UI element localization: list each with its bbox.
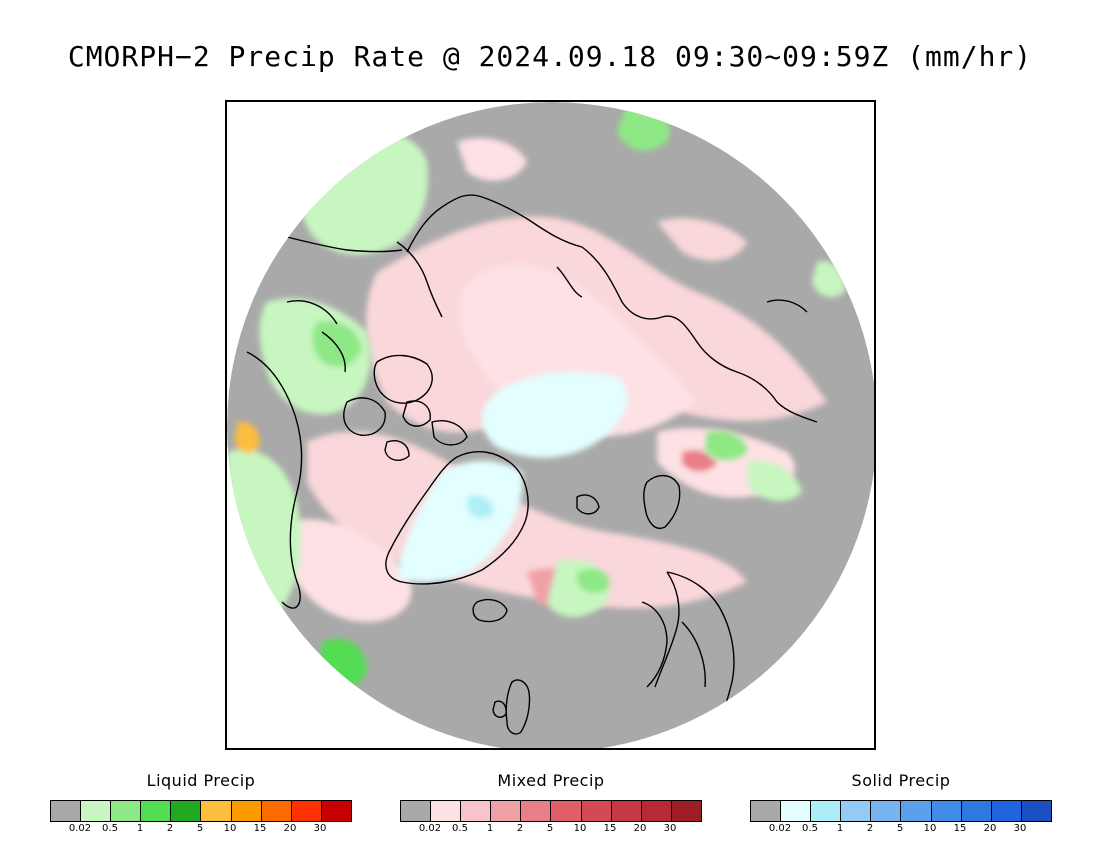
mixed-swatch-2 bbox=[461, 801, 492, 821]
legend-solid-colorbar bbox=[750, 800, 1052, 822]
liquid-tick-label: 1 bbox=[136, 823, 144, 834]
liquid-tick-label: 20 bbox=[283, 823, 297, 834]
liquid-tick-label: 5 bbox=[196, 823, 204, 834]
liquid-swatch-4 bbox=[171, 801, 202, 821]
mixed-tick-label: 1 bbox=[486, 823, 494, 834]
legend-solid-ticks: 0.02 0.5 1 2 5 10 15 20 30 bbox=[750, 822, 1050, 836]
iceland-outline bbox=[472, 598, 508, 623]
solid-tick-label: 2 bbox=[866, 823, 874, 834]
mixed-swatch-0 bbox=[401, 801, 432, 821]
liquid-swatch-0 bbox=[51, 801, 82, 821]
polar-precip-map bbox=[227, 102, 874, 748]
liquid-swatch-6 bbox=[231, 801, 262, 821]
solid-tick-label: 15 bbox=[953, 823, 967, 834]
liquid-tick-label: 0.02 bbox=[68, 823, 92, 834]
map-title: CMORPH−2 Precip Rate @ 2024.09.18 09:30~… bbox=[67, 40, 1033, 73]
north-america-coast bbox=[246, 241, 443, 609]
solid-swatch-4 bbox=[871, 801, 902, 821]
legend-mixed-title: Mixed Precip bbox=[497, 771, 605, 790]
mixed-tick-label: 2 bbox=[516, 823, 524, 834]
alaska-siberia-coast bbox=[286, 194, 583, 253]
british-isles-outline bbox=[492, 679, 531, 735]
solid-swatch-2 bbox=[811, 801, 842, 821]
legend-liquid-title: Liquid Precip bbox=[146, 771, 256, 790]
liquid-tick-label: 2 bbox=[166, 823, 174, 834]
mixed-swatch-8 bbox=[641, 801, 672, 821]
liquid-swatch-7 bbox=[261, 801, 292, 821]
mixed-swatch-7 bbox=[611, 801, 642, 821]
legend-mixed: Mixed Precip 0.02 0.5 1 2 5 10 15 20 30 bbox=[400, 770, 702, 836]
mixed-tick-label: 0.5 bbox=[452, 823, 468, 834]
mixed-swatch-4 bbox=[521, 801, 552, 821]
solid-swatch-3 bbox=[841, 801, 872, 821]
mixed-swatch-5 bbox=[551, 801, 582, 821]
liquid-tick-label: 30 bbox=[313, 823, 327, 834]
solid-precip-areas bbox=[397, 372, 628, 583]
novaya-zemlya-outline bbox=[642, 475, 681, 529]
liquid-swatch-5 bbox=[201, 801, 232, 821]
legend-liquid-colorbar bbox=[50, 800, 352, 822]
legend-mixed-ticks: 0.02 0.5 1 2 5 10 15 20 30 bbox=[400, 822, 700, 836]
legend-solid-title: Solid Precip bbox=[851, 771, 951, 790]
legend-liquid: Liquid Precip 0.02 0.5 1 2 5 10 15 20 30 bbox=[50, 770, 352, 836]
liquid-swatch-9 bbox=[321, 801, 351, 821]
greenland-outline bbox=[385, 450, 529, 585]
solid-tick-label: 10 bbox=[923, 823, 937, 834]
svalbard-outline bbox=[576, 494, 600, 515]
liquid-tick-label: 0.5 bbox=[102, 823, 118, 834]
mixed-tick-label: 30 bbox=[663, 823, 677, 834]
solid-swatch-1 bbox=[781, 801, 812, 821]
liquid-tick-label: 10 bbox=[223, 823, 237, 834]
canadian-archipelago bbox=[343, 354, 468, 461]
mixed-swatch-3 bbox=[491, 801, 522, 821]
solid-tick-label: 1 bbox=[836, 823, 844, 834]
mixed-tick-label: 5 bbox=[546, 823, 554, 834]
mixed-swatch-6 bbox=[581, 801, 612, 821]
scandinavia-coast bbox=[641, 571, 735, 733]
legend-mixed-colorbar bbox=[400, 800, 702, 822]
mixed-precip-areas bbox=[287, 138, 827, 622]
solid-swatch-7 bbox=[961, 801, 992, 821]
mixed-tick-label: 15 bbox=[603, 823, 617, 834]
liquid-swatch-2 bbox=[111, 801, 142, 821]
mixed-tick-label: 20 bbox=[633, 823, 647, 834]
solid-tick-label: 20 bbox=[983, 823, 997, 834]
legend-liquid-ticks: 0.02 0.5 1 2 5 10 15 20 30 bbox=[50, 822, 350, 836]
coastlines bbox=[246, 194, 818, 735]
mixed-swatch-9 bbox=[671, 801, 701, 821]
solid-swatch-6 bbox=[931, 801, 962, 821]
mixed-tick-label: 10 bbox=[573, 823, 587, 834]
solid-tick-label: 0.5 bbox=[802, 823, 818, 834]
mixed-tick-label: 0.02 bbox=[418, 823, 442, 834]
legend-solid: Solid Precip 0.02 0.5 1 2 5 10 15 20 30 bbox=[750, 770, 1052, 836]
polar-map-frame bbox=[225, 100, 876, 750]
liquid-tick-label: 15 bbox=[253, 823, 267, 834]
solid-tick-label: 30 bbox=[1013, 823, 1027, 834]
solid-tick-label: 0.02 bbox=[768, 823, 792, 834]
solid-swatch-5 bbox=[901, 801, 932, 821]
liquid-swatch-1 bbox=[81, 801, 112, 821]
solid-swatch-9 bbox=[1021, 801, 1051, 821]
solid-tick-label: 5 bbox=[896, 823, 904, 834]
russia-arctic-coast bbox=[556, 246, 818, 423]
liquid-swatch-8 bbox=[291, 801, 322, 821]
mixed-swatch-1 bbox=[431, 801, 462, 821]
solid-swatch-0 bbox=[751, 801, 782, 821]
liquid-swatch-3 bbox=[141, 801, 172, 821]
solid-swatch-8 bbox=[991, 801, 1022, 821]
